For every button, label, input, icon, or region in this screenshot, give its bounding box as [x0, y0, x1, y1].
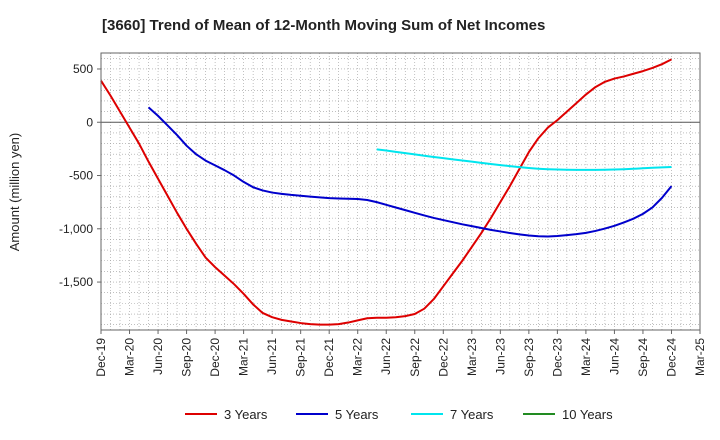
legend: 3 Years 5 Years 7 Years 10 Years [185, 407, 613, 422]
legend-label: 5 Years [335, 407, 379, 422]
x-tick-label: Dec-24 [664, 338, 678, 377]
x-tick-label: Jun-21 [265, 338, 279, 375]
x-tick-label: Sep-20 [180, 338, 194, 377]
x-tick-label: Mar-24 [579, 338, 593, 376]
y-tick-label: 0 [86, 115, 93, 129]
y-axis-label: Amount (million yen) [7, 133, 22, 252]
series-line-5-years [147, 106, 673, 238]
chart-title: [3660] Trend of Mean of 12-Month Moving … [102, 17, 545, 34]
x-tick-label: Sep-22 [408, 338, 422, 377]
y-tick-label: -1,000 [59, 222, 93, 236]
x-tick-label: Mar-20 [123, 338, 137, 376]
y-axis-ticks: 500 0 -500 -1,000 -1,500 [59, 62, 101, 289]
x-tick-label: Mar-21 [237, 338, 251, 376]
series-line-7-years [376, 148, 672, 171]
series-lines [100, 58, 673, 326]
x-tick-label: Dec-23 [550, 338, 564, 377]
series-line-3-years [100, 58, 672, 326]
x-tick-label: Jun-20 [151, 338, 165, 375]
x-tick-label: Sep-21 [294, 338, 308, 377]
plot-frame [100, 52, 701, 331]
x-tick-label: Jun-22 [379, 338, 393, 375]
legend-label: 7 Years [450, 407, 494, 422]
y-tick-label: -1,500 [59, 275, 93, 289]
y-tick-label: 500 [73, 62, 93, 76]
legend-label: 10 Years [562, 407, 613, 422]
legend-label: 3 Years [224, 407, 268, 422]
x-tick-label: Sep-24 [636, 338, 650, 377]
y-tick-label: -500 [69, 169, 93, 183]
x-tick-label: Dec-19 [94, 338, 108, 377]
x-tick-label: Mar-22 [351, 338, 365, 376]
x-tick-label: Dec-22 [436, 338, 450, 377]
grid [101, 53, 700, 330]
x-tick-label: Mar-25 [693, 338, 707, 376]
x-tick-label: Sep-23 [522, 338, 536, 377]
x-axis-ticks: Dec-19 Mar-20 Jun-20 Sep-20 Dec-20 Mar-21 Jun-… [94, 330, 707, 377]
x-tick-label: Dec-21 [322, 338, 336, 377]
x-tick-label: Jun-23 [493, 338, 507, 375]
x-tick-label: Jun-24 [607, 338, 621, 375]
x-tick-label: Dec-20 [208, 338, 222, 377]
x-tick-label: Mar-23 [465, 338, 479, 376]
